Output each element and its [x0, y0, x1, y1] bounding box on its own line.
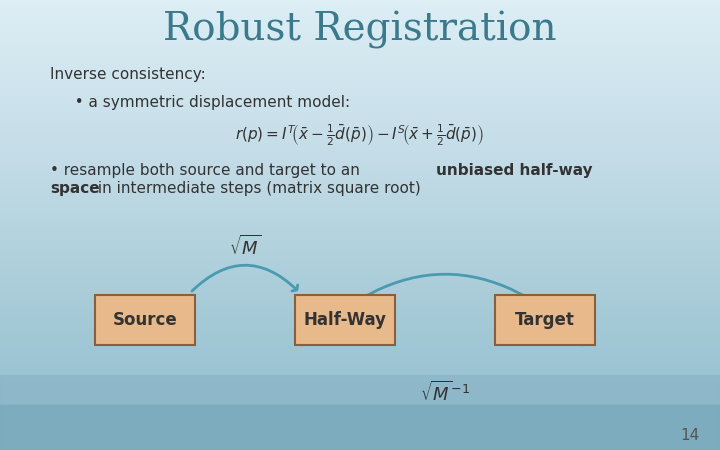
FancyBboxPatch shape	[95, 295, 195, 345]
Text: $\sqrt{M}^{-1}$: $\sqrt{M}^{-1}$	[420, 381, 470, 405]
Text: Source: Source	[112, 311, 177, 329]
Text: • resample both source and target to an: • resample both source and target to an	[50, 162, 365, 177]
Text: $r(p) = I^T\!\left(\bar{x} - \frac{1}{2}\bar{d}(\bar{p})\right) - I^S\!\left(\ba: $r(p) = I^T\!\left(\bar{x} - \frac{1}{2}…	[235, 122, 485, 148]
Text: Half-Way: Half-Way	[304, 311, 387, 329]
Text: unbiased half-way: unbiased half-way	[436, 162, 593, 177]
Text: space: space	[50, 180, 99, 195]
Text: in intermediate steps (matrix square root): in intermediate steps (matrix square roo…	[93, 180, 420, 195]
Text: Target: Target	[515, 311, 575, 329]
FancyBboxPatch shape	[495, 295, 595, 345]
Text: $\sqrt{M}$: $\sqrt{M}$	[229, 235, 261, 259]
Text: • a symmetric displacement model:: • a symmetric displacement model:	[65, 95, 350, 111]
Text: Robust Registration: Robust Registration	[163, 11, 557, 49]
FancyBboxPatch shape	[295, 295, 395, 345]
Text: 14: 14	[680, 428, 700, 442]
Text: Inverse consistency:: Inverse consistency:	[50, 68, 206, 82]
